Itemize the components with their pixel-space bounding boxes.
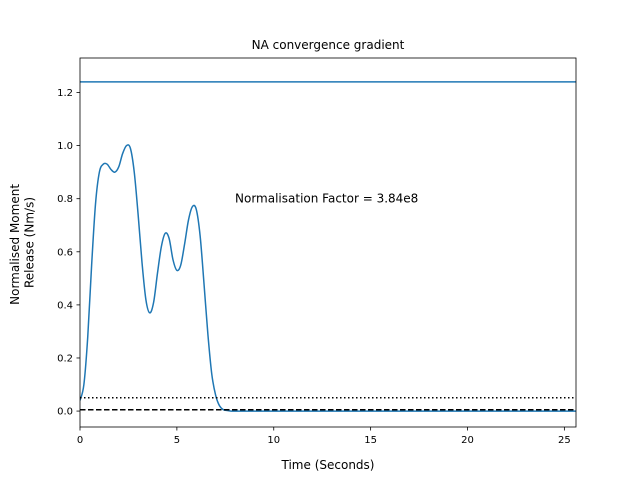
x-tick-label: 0 [77,435,83,446]
chart-title: NA convergence gradient [252,38,405,52]
moment-release-line [80,144,576,412]
normalisation-annotation: Normalisation Factor = 3.84e8 [235,192,418,206]
y-tick-label: 0.0 [57,407,73,418]
y-axis-label-line-2: Release (Nm/s) [22,197,36,288]
ticks: 0 5 10 15 20 25 0.0 0.2 0.4 0.6 0.8 1.0 1.2 [57,88,571,446]
y-tick-label: 1.0 [57,141,73,152]
x-tick-label: 5 [174,435,180,446]
y-tick-label: 0.8 [57,194,73,205]
x-tick-label: 15 [364,435,377,446]
x-tick-label: 10 [267,435,280,446]
plot-area [80,81,576,412]
x-tick-label: 20 [461,435,474,446]
y-tick-label: 1.2 [57,88,73,99]
y-tick-label: 0.6 [57,247,73,258]
x-tick-label: 25 [558,435,571,446]
axes-frame [79,57,577,428]
y-axis-label-line-1: Normalised Moment [8,184,22,305]
x-axis-label: Time (Seconds) [281,458,375,472]
y-axis-label: Normalised Moment Release (Nm/s) [8,180,36,305]
y-tick-label: 0.2 [57,353,73,364]
y-tick-label: 0.4 [57,300,73,311]
